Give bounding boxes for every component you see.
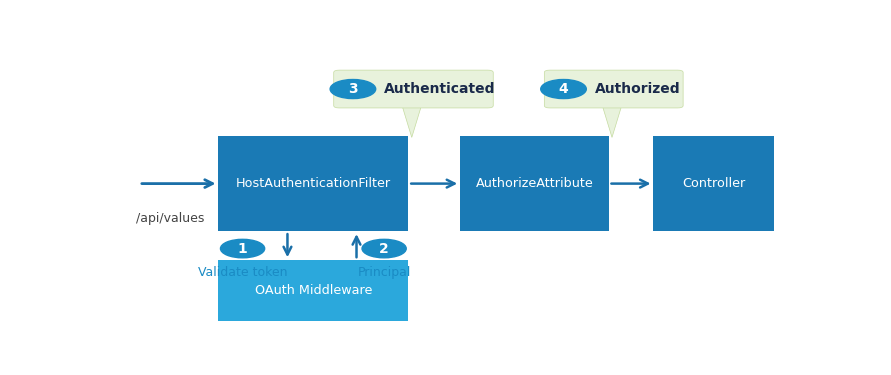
Text: 1: 1: [238, 242, 248, 256]
Text: HostAuthenticationFilter: HostAuthenticationFilter: [236, 177, 391, 190]
FancyBboxPatch shape: [218, 136, 408, 231]
FancyBboxPatch shape: [334, 70, 494, 108]
Circle shape: [220, 239, 265, 258]
Text: 2: 2: [380, 242, 389, 256]
Text: /api/values: /api/values: [135, 212, 204, 225]
Text: Principal: Principal: [357, 267, 411, 279]
FancyBboxPatch shape: [653, 136, 774, 231]
Polygon shape: [402, 106, 421, 137]
FancyBboxPatch shape: [218, 260, 408, 321]
Polygon shape: [602, 106, 622, 137]
FancyBboxPatch shape: [460, 136, 609, 231]
FancyBboxPatch shape: [544, 70, 683, 108]
Text: Authenticated: Authenticated: [384, 82, 495, 96]
Text: Validate token: Validate token: [198, 267, 287, 279]
Text: AuthorizeAttribute: AuthorizeAttribute: [476, 177, 593, 190]
Circle shape: [331, 80, 376, 99]
Text: 3: 3: [348, 82, 357, 96]
Circle shape: [541, 80, 586, 99]
Text: Authorized: Authorized: [594, 82, 680, 96]
Text: OAuth Middleware: OAuth Middleware: [255, 284, 372, 297]
Text: 4: 4: [559, 82, 568, 96]
Circle shape: [362, 239, 406, 258]
Text: Controller: Controller: [683, 177, 746, 190]
